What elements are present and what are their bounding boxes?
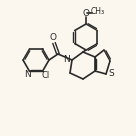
Text: N: N <box>64 55 70 64</box>
Text: CH₃: CH₃ <box>91 7 105 16</box>
Text: O: O <box>50 33 56 42</box>
Text: Cl: Cl <box>41 71 50 80</box>
Text: O: O <box>83 10 89 18</box>
Text: S: S <box>108 69 114 78</box>
Text: N: N <box>24 70 31 79</box>
